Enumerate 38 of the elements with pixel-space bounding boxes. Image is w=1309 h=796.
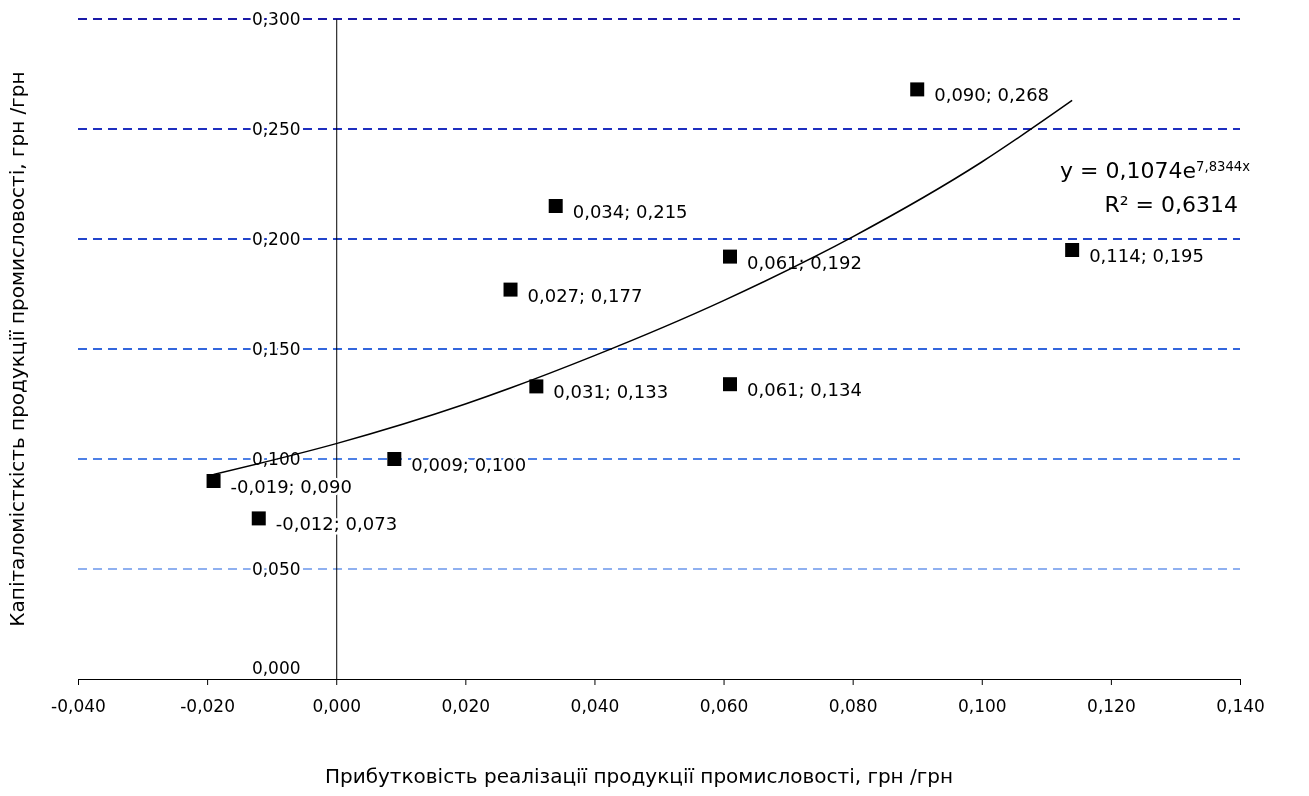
point — [1065, 243, 1080, 257]
x-axis-title: Прибутковість реалізації продукції промисловості, грн /грн — [324, 764, 954, 788]
y-tick-label: 0,050 — [251, 559, 301, 580]
y-axis-title: Капіталомісткість продукції промисловості, грн /грн — [5, 71, 29, 627]
x-tick-label: 0,140 — [1216, 695, 1265, 716]
point — [529, 379, 544, 394]
x-tick-label: -0,040 — [51, 695, 106, 716]
data-label: 0,114; 0,195 — [1089, 245, 1205, 266]
point — [387, 452, 402, 466]
data-label: 0,034; 0,215 — [572, 201, 688, 222]
data-label: 0,090; 0,268 — [934, 84, 1050, 106]
x-tick-label: -0,020 — [180, 695, 236, 716]
point — [503, 282, 518, 297]
y-tick-label: 0,150 — [251, 339, 301, 360]
data-label: 0,027; 0,177 — [527, 284, 643, 306]
y-tick-label: 0,000 — [251, 658, 301, 679]
y-tick-label: 0,200 — [251, 229, 301, 250]
point — [723, 377, 738, 392]
point — [251, 511, 266, 526]
point — [206, 474, 221, 488]
data-label: 0,031; 0,133 — [553, 381, 669, 403]
y-tick-label: 0,250 — [251, 119, 301, 140]
data-label: 0,009; 0,100 — [411, 454, 527, 475]
x-tick-label: 0,120 — [1087, 695, 1136, 716]
annotation: R² = 0,6314 — [1104, 192, 1238, 217]
point — [723, 249, 738, 264]
x-tick-label: 0,060 — [699, 695, 749, 716]
annotation: y = 0,1074e$^{7,8344x}$ — [1060, 158, 1251, 183]
x-tick-label: 0,100 — [957, 695, 1007, 716]
point — [548, 199, 563, 213]
data-label: 0,061; 0,192 — [747, 251, 862, 273]
data-label: 0,061; 0,134 — [747, 379, 862, 401]
y-tick-label: 0,300 — [251, 9, 301, 30]
x-tick-label: 0,040 — [570, 695, 620, 716]
x-tick-label: 0,080 — [828, 695, 878, 716]
x-tick-label: 0,000 — [312, 695, 362, 716]
x-tick-label: 0,020 — [441, 695, 491, 716]
point — [910, 82, 925, 97]
